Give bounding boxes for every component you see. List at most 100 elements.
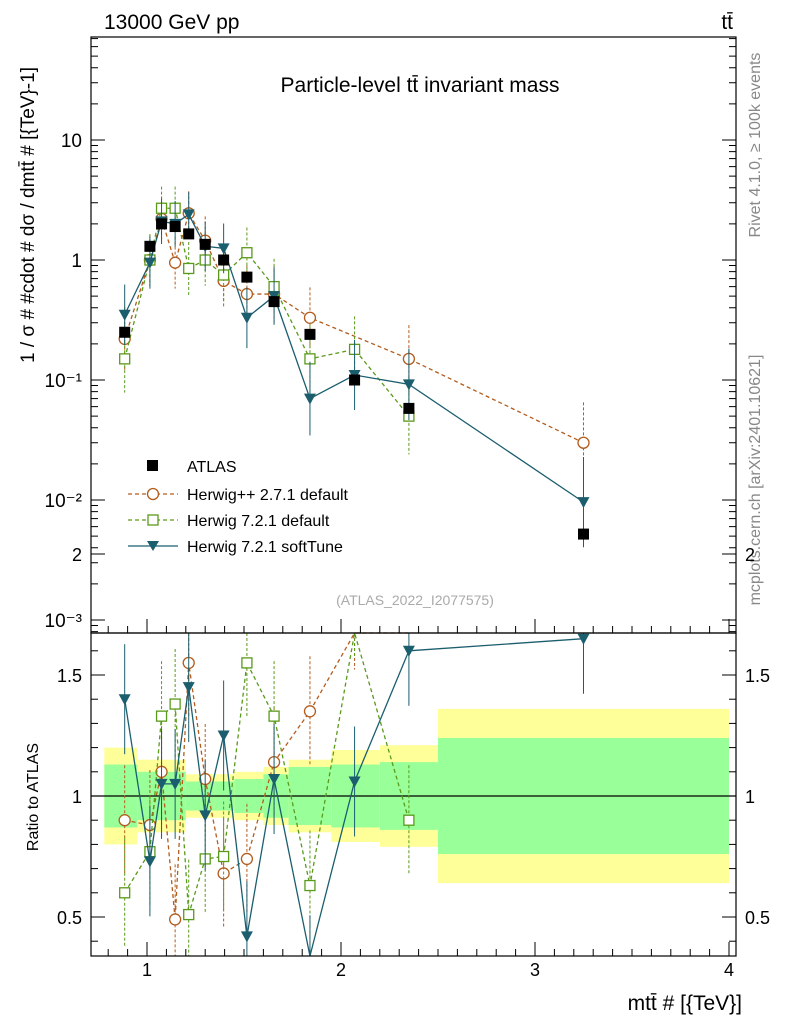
side-version-label: Rivet 4.1.0, ≥ 100k events <box>747 53 764 238</box>
series-line <box>124 207 410 417</box>
ratio-tick-label-left: 1 <box>72 787 82 807</box>
ratio-tick-label-left: 1.5 <box>57 666 82 686</box>
ratio-tick-label-right: 1.5 <box>745 666 770 686</box>
x-tick-label: 3 <box>530 960 540 980</box>
axis-ticks: 1 2 3 4 10 1 10⁻¹ 10⁻² 10⁻³ 2 2 1.5 1.5 1 1 0.5 0.5 <box>45 38 770 980</box>
data-point <box>217 243 230 255</box>
data-point <box>183 262 195 275</box>
side-source-label: mcplots.cern.ch [arXiv:2401.10621] <box>747 355 764 606</box>
energy-label: 13000 GeV pp <box>104 11 239 34</box>
data-point <box>118 309 131 321</box>
ratio-plot-frame <box>90 632 737 957</box>
ratio-point <box>240 931 253 943</box>
ratio-point <box>348 776 361 788</box>
ratio-point <box>304 879 316 892</box>
legend-entry-atlas: ATLAS <box>147 459 237 476</box>
legend-label-herwig7-softtune: Herwig 7.2.1 softTune <box>187 539 343 556</box>
y-tick-label: 10⁻³ <box>45 611 83 632</box>
x-tick-label: 4 <box>724 960 734 980</box>
data-point <box>119 326 131 338</box>
ratio-point <box>217 730 230 742</box>
legend-label-herwig7-default: Herwig 7.2.1 default <box>187 513 330 530</box>
ratio-point <box>155 710 168 722</box>
ratio-point <box>169 698 181 710</box>
y-axis-title: 1 / σ # #cdot # dσ / dmtt̄ # [{TeV}-1] <box>18 67 39 363</box>
data-point <box>182 209 195 221</box>
legend-label-herwigpp: Herwig++ 2.7.1 default <box>187 487 349 504</box>
data-point <box>168 256 182 269</box>
legend-label-atlas: ATLAS <box>187 459 237 476</box>
ratio-point <box>168 913 182 926</box>
ratio-point <box>268 710 280 722</box>
data-point <box>402 379 415 391</box>
data-point <box>303 393 316 405</box>
ratio-point <box>199 810 212 822</box>
y-tick-label: 1 <box>71 251 82 272</box>
ratio-tick-label-right: 1 <box>745 787 755 807</box>
x-tick-label: 2 <box>336 960 346 980</box>
x-tick-label: 1 <box>142 960 152 980</box>
ratio-point <box>577 633 590 645</box>
ratio-point <box>118 814 131 827</box>
ratio-axis-title: Ratio to ATLAS <box>25 743 42 851</box>
ratio-point <box>183 908 195 921</box>
ratio-series-layer <box>118 632 590 957</box>
legend-marker-herwigpp <box>146 487 160 501</box>
legend-marker-herwig7-default <box>147 514 159 526</box>
y-tick-label: 10 <box>61 131 82 152</box>
data-point <box>304 328 316 340</box>
data-point <box>268 296 280 308</box>
ratio-tick-label-left: 0.5 <box>57 908 82 928</box>
data-point <box>143 257 156 269</box>
data-point <box>240 312 253 324</box>
data-point <box>241 271 253 283</box>
data-point <box>349 374 361 386</box>
ratio-series-herwig-7-2-1-softtune <box>118 633 590 957</box>
ratio-point <box>182 682 195 694</box>
data-point <box>403 402 415 414</box>
series-atlas <box>119 218 589 540</box>
data-point <box>577 436 590 449</box>
data-point <box>169 221 181 233</box>
ratio-tick-label-right: 2 <box>745 545 755 565</box>
legend-entry-herwigpp: Herwig++ 2.7.1 default <box>128 487 349 504</box>
data-point <box>303 311 317 324</box>
x-axis-title: mtt̄ # [{TeV}] <box>628 992 742 1015</box>
ratio-point <box>303 705 317 718</box>
main-series-layer <box>118 186 590 548</box>
ratio-point <box>118 694 131 706</box>
y-tick-label: 10⁻² <box>45 491 83 512</box>
y-tick-label: 10⁻¹ <box>45 371 83 392</box>
chart-title: Particle-level tt̄ invariant mass <box>281 74 560 97</box>
data-point <box>119 353 131 365</box>
process-label: tt̄ <box>721 11 733 34</box>
series-line <box>124 211 584 444</box>
ratio-point <box>268 774 281 786</box>
ratio-point <box>217 850 230 863</box>
ratio-point <box>143 856 156 868</box>
data-point <box>156 218 168 230</box>
ratio-point <box>119 887 131 899</box>
ratio-point <box>403 814 415 826</box>
ratio-point <box>402 645 415 657</box>
legend: ATLAS Herwig++ 2.7.1 default Herwig 7.2.… <box>128 459 349 556</box>
ratio-tick-label-left: 2 <box>72 545 82 565</box>
data-point <box>578 528 589 540</box>
legend-marker-atlas <box>147 460 158 471</box>
legend-marker-herwig7-softtune <box>147 541 159 551</box>
ratio-point <box>155 778 168 790</box>
data-point <box>218 254 230 266</box>
data-point <box>183 228 195 240</box>
ratio-series-line <box>124 632 410 915</box>
ratio-tick-label-right: 0.5 <box>745 908 770 928</box>
analysis-watermark: (ATLAS_2022_I2077575) <box>336 592 494 608</box>
ratio-point <box>240 852 254 866</box>
data-point <box>577 497 590 509</box>
legend-entry-herwig7-default: Herwig 7.2.1 default <box>128 513 330 530</box>
legend-entry-herwig7-softtune: Herwig 7.2.1 softTune <box>128 539 343 556</box>
data-point <box>241 247 253 259</box>
data-point <box>144 240 156 252</box>
ratio-point <box>241 657 253 669</box>
ratio-point <box>169 778 182 790</box>
